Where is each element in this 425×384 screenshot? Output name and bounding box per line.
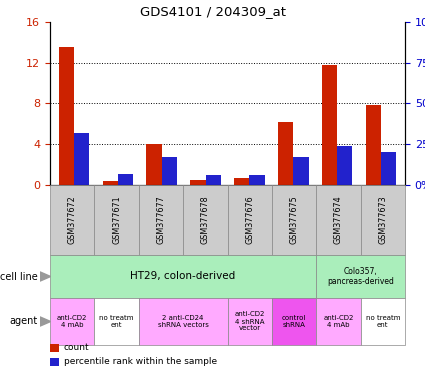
Text: anti-CD2
4 shRNA
vector: anti-CD2 4 shRNA vector (235, 311, 265, 331)
Bar (147, 144, 162, 185)
Text: GSM377677: GSM377677 (156, 195, 165, 244)
Text: GSM377674: GSM377674 (334, 196, 343, 244)
Bar (190, 180, 206, 185)
Bar (337, 146, 352, 185)
Bar (278, 122, 293, 185)
Text: anti-CD2
4 mAb: anti-CD2 4 mAb (57, 315, 88, 328)
Text: control
shRNA: control shRNA (282, 315, 306, 328)
Polygon shape (40, 317, 51, 326)
Bar (234, 179, 249, 185)
Bar (118, 174, 133, 185)
Text: Colo357,
pancreas-derived: Colo357, pancreas-derived (327, 267, 394, 286)
Bar (322, 65, 337, 185)
Text: GSM377673: GSM377673 (378, 196, 387, 244)
Text: 2 anti-CD24
shRNA vectors: 2 anti-CD24 shRNA vectors (158, 315, 209, 328)
Text: anti-CD2
4 mAb: anti-CD2 4 mAb (323, 315, 354, 328)
Text: GSM377671: GSM377671 (112, 196, 121, 244)
Text: GDS4101 / 204309_at: GDS4101 / 204309_at (139, 5, 286, 18)
Bar (293, 157, 309, 185)
Bar (249, 175, 265, 185)
Polygon shape (40, 272, 51, 281)
Text: cell line: cell line (0, 271, 38, 281)
Text: no treatm
ent: no treatm ent (99, 315, 134, 328)
Text: GSM377676: GSM377676 (245, 196, 254, 244)
Bar (381, 152, 396, 185)
Text: GSM377675: GSM377675 (289, 195, 298, 244)
Bar (59, 48, 74, 185)
Text: agent: agent (10, 316, 38, 326)
Bar (102, 181, 118, 185)
Text: count: count (64, 344, 89, 353)
Text: GSM377678: GSM377678 (201, 196, 210, 244)
Bar (206, 175, 221, 185)
Text: percentile rank within the sample: percentile rank within the sample (64, 358, 217, 366)
Bar (366, 104, 381, 185)
Text: HT29, colon-derived: HT29, colon-derived (130, 271, 236, 281)
Bar (74, 133, 89, 185)
Bar (162, 157, 177, 185)
Text: no treatm
ent: no treatm ent (366, 315, 400, 328)
Text: GSM377672: GSM377672 (68, 195, 76, 244)
